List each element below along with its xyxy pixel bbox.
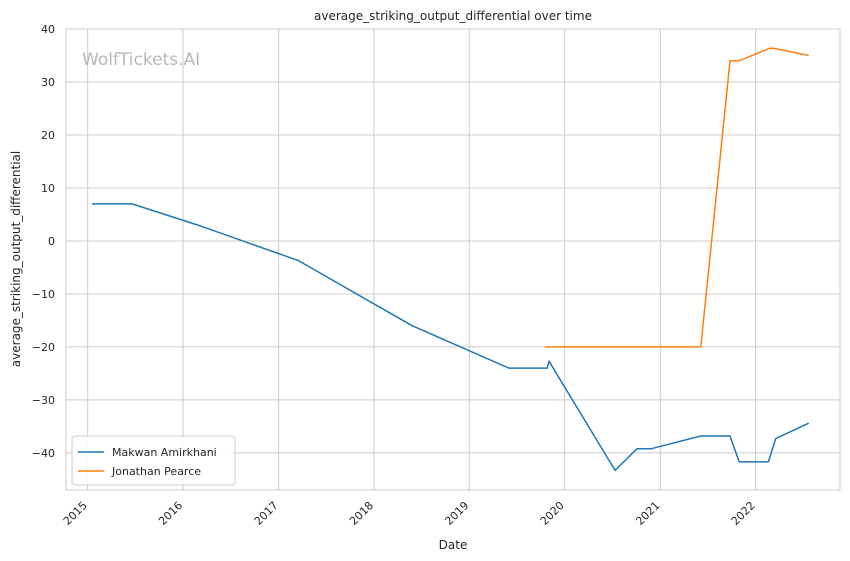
chart-title: average_striking_output_differential ove… (314, 9, 592, 23)
legend-label-0: Makwan Amirkhani (112, 446, 217, 459)
y-axis-title: average_striking_output_differential (9, 151, 23, 367)
x-tick-label: 2018 (347, 499, 376, 528)
x-tick-label: 2021 (633, 499, 662, 528)
x-tick-label: 2019 (442, 499, 471, 528)
legend-label-1: Jonathan Pearce (111, 465, 201, 478)
y-tick-labels: −40 −30 −20 −10 0 10 20 30 40 (32, 23, 55, 460)
x-tick-label: 2016 (156, 499, 185, 528)
y-tick-label: −20 (32, 341, 55, 354)
y-tick-label: 30 (41, 76, 55, 89)
legend-box (71, 435, 236, 486)
y-tick-label: 20 (41, 129, 55, 142)
watermark: WolfTickets.AI (82, 50, 200, 70)
y-tick-label: 0 (48, 235, 55, 248)
x-tick-label: 2020 (538, 499, 567, 528)
series-line-1 (545, 47, 809, 348)
plot-area-border (65, 28, 841, 491)
x-tick-label: 2022 (729, 499, 758, 528)
x-axis-title: Date (439, 538, 468, 552)
x-tick-labels: 2015 2016 2017 2018 2019 2020 2021 2022 (61, 499, 758, 528)
series-line-0 (92, 203, 810, 472)
x-tick-label: 2017 (252, 499, 281, 528)
legend: Makwan Amirkhani Jonathan Pearce (71, 435, 236, 486)
grid (66, 28, 840, 490)
y-tick-label: −30 (32, 394, 55, 407)
x-tick-label: 2015 (61, 499, 90, 528)
y-tick-label: 10 (41, 182, 55, 195)
y-tick-label: −40 (32, 447, 55, 460)
y-tick-label: −10 (32, 288, 55, 301)
series-lines (92, 47, 810, 472)
y-tick-label: 40 (41, 23, 55, 36)
